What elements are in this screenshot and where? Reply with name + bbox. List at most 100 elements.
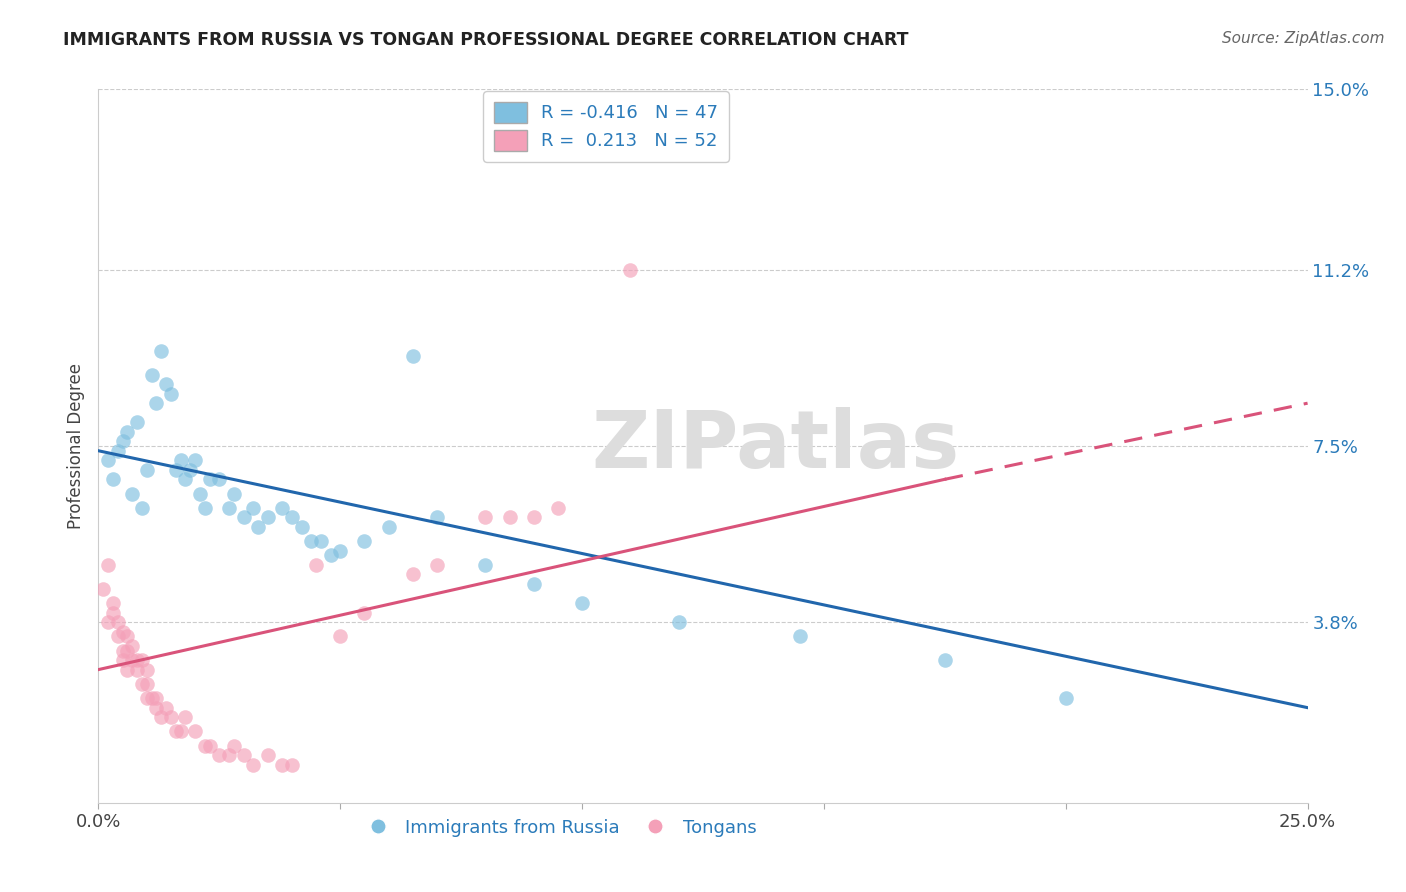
Point xyxy=(117,425,139,439)
Point xyxy=(97,615,120,629)
Point xyxy=(101,472,124,486)
Point xyxy=(127,653,149,667)
Point xyxy=(208,748,231,763)
Point xyxy=(353,606,375,620)
Point xyxy=(523,577,546,591)
Point xyxy=(101,606,124,620)
Point xyxy=(547,500,569,515)
Point xyxy=(222,739,245,753)
Point xyxy=(281,510,304,524)
Point xyxy=(165,724,187,739)
Point xyxy=(179,463,201,477)
Point xyxy=(107,629,129,643)
Point xyxy=(131,653,153,667)
Point xyxy=(256,748,278,763)
Point xyxy=(141,368,163,382)
Point xyxy=(127,415,149,429)
Point xyxy=(188,486,211,500)
Point xyxy=(194,739,217,753)
Point xyxy=(668,615,690,629)
Point xyxy=(111,624,134,639)
Point xyxy=(198,739,221,753)
Point xyxy=(121,653,143,667)
Point xyxy=(121,486,143,500)
Point xyxy=(145,396,167,410)
Y-axis label: Professional Degree: Professional Degree xyxy=(67,363,86,529)
Point xyxy=(141,691,163,706)
Point xyxy=(789,629,811,643)
Point xyxy=(101,596,124,610)
Point xyxy=(402,349,425,363)
Point xyxy=(91,582,114,596)
Point xyxy=(242,500,264,515)
Point xyxy=(619,263,641,277)
Point xyxy=(135,663,157,677)
Legend: Immigrants from Russia, Tongans: Immigrants from Russia, Tongans xyxy=(353,812,763,844)
Point xyxy=(174,472,197,486)
Point xyxy=(150,710,173,724)
Point xyxy=(184,453,207,467)
Point xyxy=(232,510,254,524)
Point xyxy=(111,434,134,449)
Point xyxy=(155,377,177,392)
Point xyxy=(165,463,187,477)
Point xyxy=(97,558,120,572)
Point xyxy=(121,639,143,653)
Point xyxy=(117,643,139,657)
Point xyxy=(426,510,449,524)
Point xyxy=(329,629,352,643)
Point xyxy=(111,653,134,667)
Point xyxy=(309,534,332,549)
Point xyxy=(111,643,134,657)
Point xyxy=(127,663,149,677)
Point xyxy=(281,757,304,772)
Point xyxy=(174,710,197,724)
Point xyxy=(571,596,593,610)
Point xyxy=(353,534,375,549)
Point xyxy=(97,453,120,467)
Text: Source: ZipAtlas.com: Source: ZipAtlas.com xyxy=(1222,31,1385,46)
Point xyxy=(107,443,129,458)
Point xyxy=(194,500,217,515)
Point xyxy=(1054,691,1077,706)
Point xyxy=(247,520,270,534)
Point xyxy=(242,757,264,772)
Point xyxy=(498,510,520,524)
Point xyxy=(319,549,342,563)
Point xyxy=(222,486,245,500)
Point xyxy=(135,677,157,691)
Point xyxy=(160,710,183,724)
Point xyxy=(232,748,254,763)
Point xyxy=(329,543,352,558)
Point xyxy=(169,724,191,739)
Point xyxy=(934,653,956,667)
Text: ZIPatlas: ZIPatlas xyxy=(592,407,960,485)
Point xyxy=(299,534,322,549)
Point xyxy=(145,691,167,706)
Point xyxy=(145,700,167,714)
Point xyxy=(218,500,240,515)
Point xyxy=(155,700,177,714)
Point xyxy=(271,500,294,515)
Point xyxy=(135,691,157,706)
Point xyxy=(131,677,153,691)
Point xyxy=(150,343,173,358)
Point xyxy=(135,463,157,477)
Point xyxy=(198,472,221,486)
Point xyxy=(107,615,129,629)
Point xyxy=(377,520,399,534)
Point xyxy=(426,558,449,572)
Point xyxy=(218,748,240,763)
Point xyxy=(117,663,139,677)
Point xyxy=(184,724,207,739)
Point xyxy=(271,757,294,772)
Point xyxy=(208,472,231,486)
Point xyxy=(523,510,546,524)
Point xyxy=(402,567,425,582)
Point xyxy=(131,500,153,515)
Point xyxy=(160,386,183,401)
Point xyxy=(474,558,496,572)
Point xyxy=(290,520,312,534)
Point xyxy=(256,510,278,524)
Point xyxy=(474,510,496,524)
